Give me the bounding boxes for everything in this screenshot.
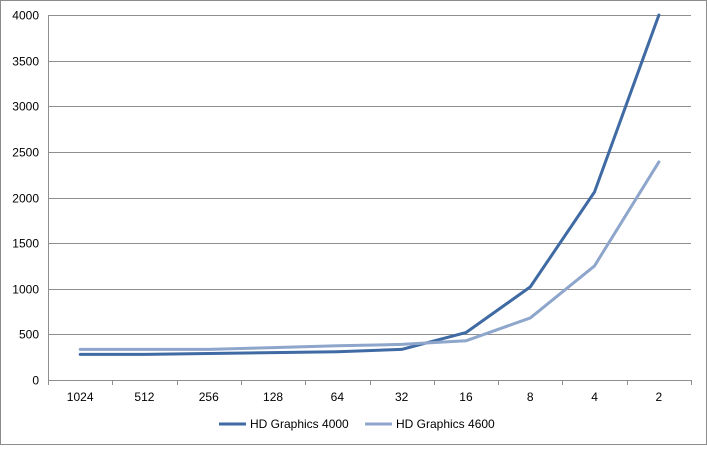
y-tick-label: 2000 [12,192,39,206]
x-tick-label: 128 [263,390,283,404]
y-tick-label: 0 [32,374,39,388]
x-tick-label: 64 [331,390,345,404]
legend: HD Graphics 4000 HD Graphics 4600 [219,417,495,431]
legend-label: HD Graphics 4000 [250,417,349,431]
y-tick-label: 2500 [12,146,39,160]
y-tick-label: 1500 [12,237,39,251]
series-lines [78,13,661,356]
gridlines [48,15,692,385]
x-axis-tick-labels: 1024 512 256 128 64 32 16 8 4 2 [67,390,663,404]
y-tick-label: 3000 [12,100,39,114]
y-tick-label: 4000 [12,9,39,23]
x-tick-label: 4 [591,390,598,404]
x-tick-label: 256 [199,390,219,404]
legend-label: HD Graphics 4600 [396,417,495,431]
x-tick-label: 16 [459,390,473,404]
x-tick-label: 8 [527,390,534,404]
y-tick-label: 3500 [12,55,39,69]
x-tick-label: 512 [134,390,154,404]
y-tick-label: 500 [19,328,39,342]
x-tick-label: 1024 [67,390,94,404]
series-line-1 [78,13,661,356]
x-tick-label: 2 [656,390,663,404]
y-tick-label: 1000 [12,283,39,297]
x-tick-label: 32 [395,390,409,404]
series-line-2 [78,160,661,351]
y-axis-tick-labels: 0 500 1000 1500 2000 2500 3000 3500 4000 [12,9,39,388]
